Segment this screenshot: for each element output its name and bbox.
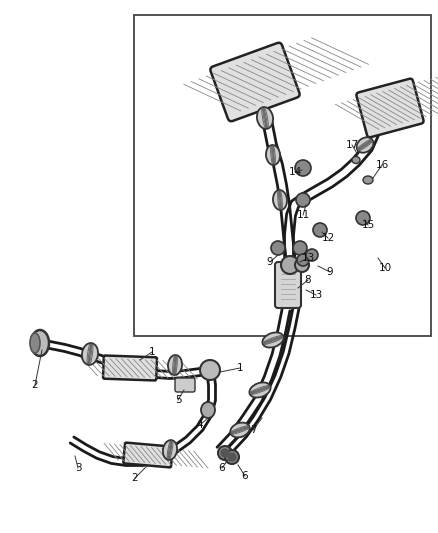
Text: 9: 9: [267, 257, 273, 267]
Text: 13: 13: [309, 290, 323, 300]
Ellipse shape: [31, 330, 49, 356]
FancyBboxPatch shape: [124, 442, 173, 467]
Ellipse shape: [352, 157, 360, 164]
Ellipse shape: [200, 360, 220, 380]
FancyBboxPatch shape: [210, 43, 300, 121]
Ellipse shape: [228, 453, 236, 461]
Text: 9: 9: [327, 267, 333, 277]
Ellipse shape: [249, 382, 271, 398]
Text: 17: 17: [346, 140, 359, 150]
Ellipse shape: [296, 193, 310, 207]
Ellipse shape: [266, 145, 280, 165]
Text: 2: 2: [132, 473, 138, 483]
Text: 6: 6: [219, 463, 225, 473]
Ellipse shape: [225, 450, 239, 464]
Text: 10: 10: [378, 263, 392, 273]
Text: 12: 12: [321, 233, 335, 243]
Text: 11: 11: [297, 210, 310, 220]
Text: 15: 15: [361, 220, 374, 230]
Ellipse shape: [218, 446, 232, 460]
FancyBboxPatch shape: [175, 378, 195, 392]
Ellipse shape: [363, 176, 373, 184]
Text: 7: 7: [250, 425, 256, 435]
Text: 4: 4: [197, 420, 203, 430]
Ellipse shape: [357, 138, 373, 153]
FancyBboxPatch shape: [103, 356, 157, 381]
Text: 8: 8: [305, 275, 311, 285]
Ellipse shape: [257, 107, 273, 129]
Ellipse shape: [295, 160, 311, 176]
Ellipse shape: [163, 440, 177, 460]
Text: 5: 5: [175, 395, 181, 405]
Ellipse shape: [221, 449, 229, 457]
Ellipse shape: [82, 343, 98, 365]
Ellipse shape: [262, 333, 284, 348]
Ellipse shape: [293, 241, 307, 255]
Bar: [134, 15, 431, 336]
Ellipse shape: [313, 223, 327, 237]
Ellipse shape: [168, 355, 182, 375]
Ellipse shape: [281, 256, 299, 274]
Ellipse shape: [271, 241, 285, 255]
Text: 16: 16: [375, 160, 389, 170]
Ellipse shape: [273, 190, 287, 210]
Ellipse shape: [30, 333, 40, 353]
Ellipse shape: [297, 254, 309, 266]
Ellipse shape: [306, 249, 318, 261]
FancyBboxPatch shape: [275, 262, 301, 308]
Text: 2: 2: [32, 380, 38, 390]
Ellipse shape: [356, 211, 370, 225]
Text: 13: 13: [301, 253, 314, 263]
Text: 6: 6: [242, 471, 248, 481]
Ellipse shape: [230, 423, 250, 438]
Ellipse shape: [201, 402, 215, 418]
Text: 1: 1: [237, 363, 244, 373]
Text: 1: 1: [148, 347, 155, 357]
FancyBboxPatch shape: [357, 79, 424, 138]
Text: 14: 14: [288, 167, 302, 177]
Text: 3: 3: [75, 463, 81, 473]
Ellipse shape: [295, 258, 309, 272]
